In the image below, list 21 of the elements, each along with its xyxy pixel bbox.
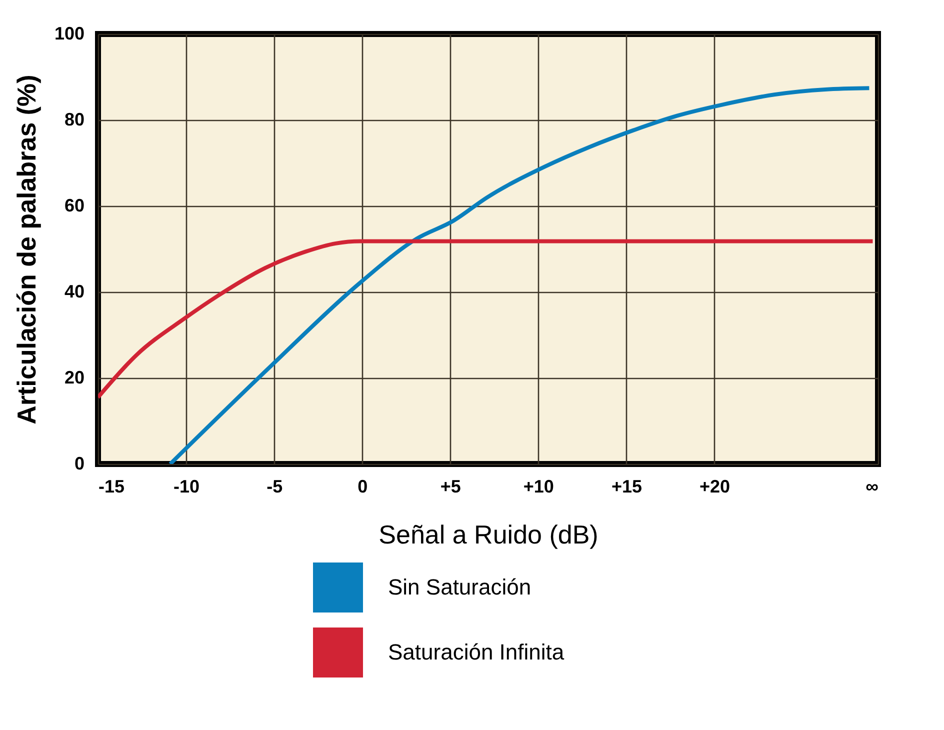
y-tick-label: 80 (64, 110, 84, 130)
x-tick-label: 0 (358, 476, 368, 496)
y-tick-label: 0 (74, 454, 84, 474)
legend-label: Saturación Infinita (388, 640, 565, 664)
y-tick-label: 40 (64, 282, 84, 302)
x-tick-label: -5 (266, 476, 283, 496)
line-series (98, 239, 875, 400)
x-tick-label: ∞ (866, 476, 879, 496)
x-tick-label: -10 (174, 476, 200, 496)
x-axis-title: Señal a Ruido (dB) (378, 520, 598, 550)
legend-label: Sin Saturación (388, 574, 532, 600)
y-tick-label: 100 (54, 24, 84, 44)
line-series (168, 86, 872, 464)
y-tick-label: 60 (64, 196, 84, 216)
x-tick-label: +15 (611, 476, 642, 496)
y-tick-label: 20 (64, 368, 84, 388)
x-tick-label: +10 (523, 476, 554, 496)
x-tick-label: -15 (98, 476, 125, 496)
y-axis-title: Articulación de palabras (%) (11, 74, 42, 424)
x-tick-label: +20 (699, 476, 730, 496)
x-tick-label: +5 (440, 476, 461, 496)
